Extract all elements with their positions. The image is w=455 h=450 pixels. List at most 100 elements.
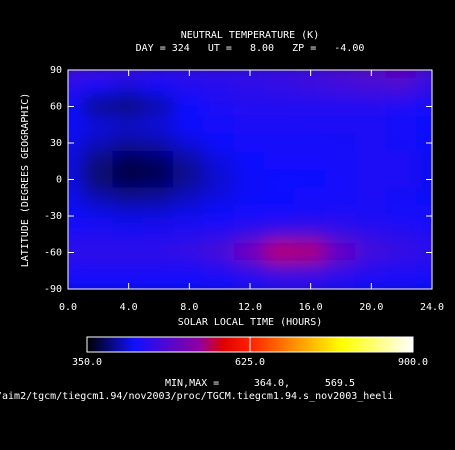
heat-cell [233, 260, 267, 281]
heat-cell [294, 132, 327, 154]
heat-cell [415, 169, 432, 190]
heat-cell [82, 78, 115, 99]
colorbar-tick-label: 900.0 [398, 357, 428, 368]
colorbar-tick-label: 625.0 [235, 357, 265, 368]
heat-cell [173, 96, 206, 117]
heat-cell [385, 151, 418, 172]
x-tick-label: 0.0 [59, 302, 77, 313]
heat-cell [82, 132, 115, 154]
heat-cell [355, 132, 388, 154]
heat-cell [112, 242, 145, 263]
heat-cell [264, 78, 297, 99]
heat-cell [173, 132, 206, 154]
heat-cell [68, 242, 85, 263]
heat-cell [415, 260, 432, 281]
heat-cell [142, 132, 176, 154]
file-path: /aim2/tgcm/tiegcm1.94/nov2003/proc/TGCM.… [0, 391, 393, 402]
heat-cell [324, 169, 358, 190]
heat-cell [142, 169, 176, 190]
heat-cell [324, 278, 358, 289]
heat-cell [112, 151, 145, 172]
heat-cell [294, 114, 327, 135]
heat-cell [203, 242, 236, 263]
chart-title: NEUTRAL TEMPERATURE (K) [181, 30, 319, 41]
y-tick-label: -60 [44, 248, 62, 259]
chart-subtitle: DAY = 324 UT = 8.00 ZP = -4.00 [136, 43, 365, 54]
heat-cell [112, 78, 145, 99]
heat-cell [82, 242, 115, 263]
heat-cell [415, 132, 432, 154]
heat-cell [203, 260, 236, 281]
heat-cell [203, 132, 236, 154]
heat-cell [82, 278, 115, 289]
heat-cell [264, 151, 297, 172]
heat-cell [415, 242, 432, 263]
heat-cell [68, 205, 85, 227]
heat-cell [173, 242, 206, 263]
y-tick-label: -90 [44, 284, 62, 295]
heat-cell [264, 224, 297, 245]
heat-cell [294, 78, 327, 99]
y-tick-label: 60 [50, 102, 62, 113]
heat-cell [415, 70, 432, 81]
heat-cell [68, 151, 85, 172]
heat-cell [203, 224, 236, 245]
heat-cell [68, 78, 85, 99]
heat-cell [82, 224, 115, 245]
heat-cell [68, 169, 85, 190]
heat-cell [264, 114, 297, 135]
heat-cell [173, 205, 206, 227]
heat-cell [385, 78, 418, 99]
heat-cell [324, 96, 358, 117]
heat-cell [264, 187, 297, 208]
heat-cell [355, 205, 388, 227]
heat-cell [294, 242, 327, 263]
heat-cell [82, 187, 115, 208]
heat-cell [68, 278, 85, 289]
heat-cell [233, 169, 267, 190]
heat-cell [324, 114, 358, 135]
heat-cell [203, 96, 236, 117]
heat-cell [173, 260, 206, 281]
y-tick-label: -30 [44, 211, 62, 222]
heat-cell [112, 169, 145, 190]
heat-cell [415, 278, 432, 289]
heat-cell [173, 151, 206, 172]
heat-cell [142, 260, 176, 281]
x-tick-label: 8.0 [180, 302, 198, 313]
heat-cell [112, 260, 145, 281]
heat-cell [385, 70, 418, 81]
heat-cell [203, 114, 236, 135]
heat-cell [355, 151, 388, 172]
heat-cell [324, 187, 358, 208]
heat-cell [68, 96, 85, 117]
heat-cell [142, 70, 176, 81]
heat-cell [203, 205, 236, 227]
heat-cell [82, 260, 115, 281]
heat-cell [142, 224, 176, 245]
max-value: 569.5 [325, 378, 355, 389]
min-value: 364.0, [254, 378, 290, 389]
heat-cell [324, 70, 358, 81]
heat-cell [415, 151, 432, 172]
heat-cell [82, 205, 115, 227]
heat-cell [82, 96, 115, 117]
heat-cell [173, 187, 206, 208]
heat-cell [324, 132, 358, 154]
y-tick-label: 30 [50, 138, 62, 149]
heat-cell [112, 187, 145, 208]
y-tick-label: 0 [56, 175, 62, 186]
heat-cell [142, 205, 176, 227]
heat-cell [294, 169, 327, 190]
heat-cell [203, 78, 236, 99]
heat-cell [112, 132, 145, 154]
heat-cell [82, 114, 115, 135]
heatmap [68, 70, 432, 289]
heat-cell [294, 187, 327, 208]
heat-cell [385, 114, 418, 135]
heat-cell [233, 132, 267, 154]
heat-cell [233, 224, 267, 245]
heat-cell [385, 224, 418, 245]
heat-cell [415, 114, 432, 135]
